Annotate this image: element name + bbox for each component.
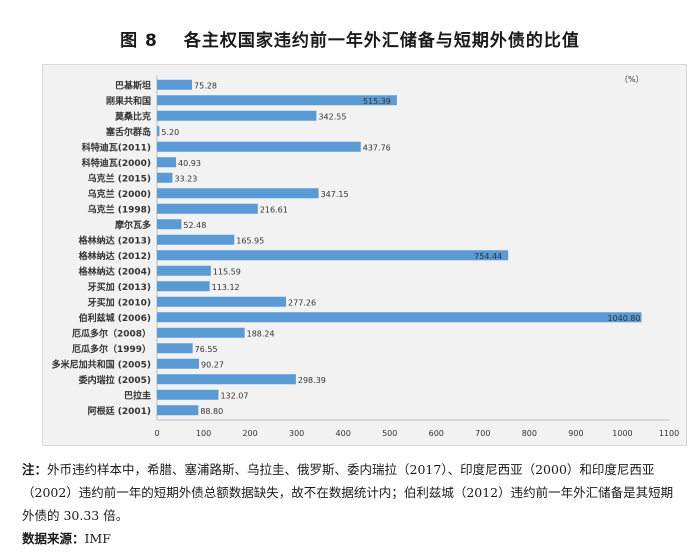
bar xyxy=(157,296,287,307)
x-tick-label: 200 xyxy=(242,429,257,438)
bar xyxy=(157,126,160,137)
bar xyxy=(157,374,296,385)
x-tick-label: 900 xyxy=(568,429,583,438)
value-label: 75.28 xyxy=(194,81,217,90)
x-tick-label: 500 xyxy=(382,429,397,438)
bar xyxy=(157,110,317,121)
category-label: 格林纳达 (2012) xyxy=(79,250,151,262)
note-text: 外币违约样本中，希腊、塞浦路斯、乌拉圭、俄罗斯、委内瑞拉（2017）、印度尼西亚… xyxy=(22,462,674,523)
bar xyxy=(157,203,258,214)
bar xyxy=(157,79,193,90)
chart-area: （%） 巴基斯坦 75.28 刚果共和国 515.39 莫桑比克 342.55 塞舌尔群岛 5.… xyxy=(42,64,687,446)
category-label: 刚果共和国 xyxy=(106,95,151,107)
bar xyxy=(157,405,199,416)
bar xyxy=(157,343,193,354)
bar xyxy=(157,312,642,323)
value-label: 277.26 xyxy=(288,298,316,307)
bar xyxy=(157,327,245,338)
x-tick-label: 700 xyxy=(475,429,490,438)
category-label: 巴拉圭 xyxy=(124,389,151,401)
value-label: 113.12 xyxy=(212,283,240,292)
figure-title: 图 8 各主权国家违约前一年外汇储备与短期外债的比值 xyxy=(0,26,700,51)
value-label: 115.59 xyxy=(213,267,241,276)
category-label: 乌克兰 (2015) xyxy=(88,172,151,184)
category-label: 格林纳达 (2013) xyxy=(79,234,151,246)
figure-notes: 注：外币违约样本中，希腊、塞浦路斯、乌拉圭、俄罗斯、委内瑞拉（2017）、印度尼… xyxy=(22,458,682,550)
category-label: 摩尔瓦多 xyxy=(115,219,151,231)
bar xyxy=(157,157,177,168)
bar-chart: （%） 巴基斯坦 75.28 刚果共和国 515.39 莫桑比克 342.55 塞舌尔群岛 5.… xyxy=(52,75,679,438)
source-label: 数据来源： xyxy=(22,531,85,546)
value-label: 216.61 xyxy=(260,205,288,214)
note-label: 注： xyxy=(22,462,48,477)
figure-number: 图 8 xyxy=(120,31,158,51)
value-label: 90.27 xyxy=(201,360,224,369)
category-label: 伯利兹城 (2006) xyxy=(79,312,151,324)
bar xyxy=(157,234,235,245)
x-tick-label: 1100 xyxy=(659,429,679,438)
x-tick-label: 0 xyxy=(154,429,159,438)
value-label: 298.39 xyxy=(298,376,326,385)
x-tick-label: 100 xyxy=(196,429,211,438)
x-tick-label: 300 xyxy=(289,429,304,438)
x-tick-label: 1000 xyxy=(612,429,632,438)
bar xyxy=(157,141,361,152)
value-label: 342.55 xyxy=(318,112,346,121)
x-tick-label: 800 xyxy=(522,429,537,438)
value-label: 88.80 xyxy=(200,407,223,416)
bar xyxy=(157,95,397,106)
bar xyxy=(157,265,211,276)
category-label: 委内瑞拉 (2005) xyxy=(78,374,151,386)
category-label: 牙买加 (2013) xyxy=(88,281,151,293)
value-label: 1040.80 xyxy=(607,314,640,323)
category-label: 阿根廷 (2001) xyxy=(88,405,151,417)
value-label: 33.23 xyxy=(174,174,197,183)
category-label: 多米尼加共和国 (2005) xyxy=(52,358,151,370)
category-label: 牙买加 (2010) xyxy=(88,296,151,308)
bar xyxy=(157,188,319,199)
x-tick-label: 600 xyxy=(429,429,444,438)
value-label: 515.39 xyxy=(363,97,391,106)
value-label: 437.76 xyxy=(363,143,391,152)
value-label: 76.55 xyxy=(195,345,218,354)
value-label: 40.93 xyxy=(178,159,201,168)
category-label: 乌克兰 (2000) xyxy=(88,188,151,200)
value-label: 132.07 xyxy=(220,391,248,400)
value-label: 754.44 xyxy=(474,252,502,261)
value-label: 347.15 xyxy=(321,190,349,199)
source-text: IMF xyxy=(84,531,111,546)
bar xyxy=(157,389,219,400)
value-label: 165.95 xyxy=(236,236,264,245)
bar xyxy=(157,250,509,261)
category-label: 科特迪瓦(2011) xyxy=(82,141,151,153)
value-label: 5.20 xyxy=(161,128,179,137)
value-label: 188.24 xyxy=(247,329,275,338)
figure-title-text: 各主权国家违约前一年外汇储备与短期外债的比值 xyxy=(183,31,580,51)
category-label: 巴基斯坦 xyxy=(115,79,151,91)
unit-label: （%） xyxy=(620,75,644,84)
category-label: 格林纳达 (2004) xyxy=(79,265,151,277)
category-label: 塞舌尔群岛 xyxy=(106,126,151,138)
category-label: 厄瓜多尔（2008） xyxy=(72,327,151,339)
source-line: 数据来源：IMF xyxy=(22,527,682,550)
bar xyxy=(157,281,210,292)
note-paragraph: 注：外币违约样本中，希腊、塞浦路斯、乌拉圭、俄罗斯、委内瑞拉（2017）、印度尼… xyxy=(22,458,682,527)
category-label: 厄瓜多尔（1999） xyxy=(72,343,151,355)
category-label: 科特迪瓦(2000) xyxy=(82,157,151,169)
category-label: 乌克兰 (1998) xyxy=(88,203,151,215)
bar xyxy=(157,172,173,183)
bar xyxy=(157,219,182,230)
value-label: 52.48 xyxy=(183,221,206,230)
bar xyxy=(157,358,200,369)
x-tick-label: 400 xyxy=(336,429,351,438)
category-label: 莫桑比克 xyxy=(114,110,151,122)
